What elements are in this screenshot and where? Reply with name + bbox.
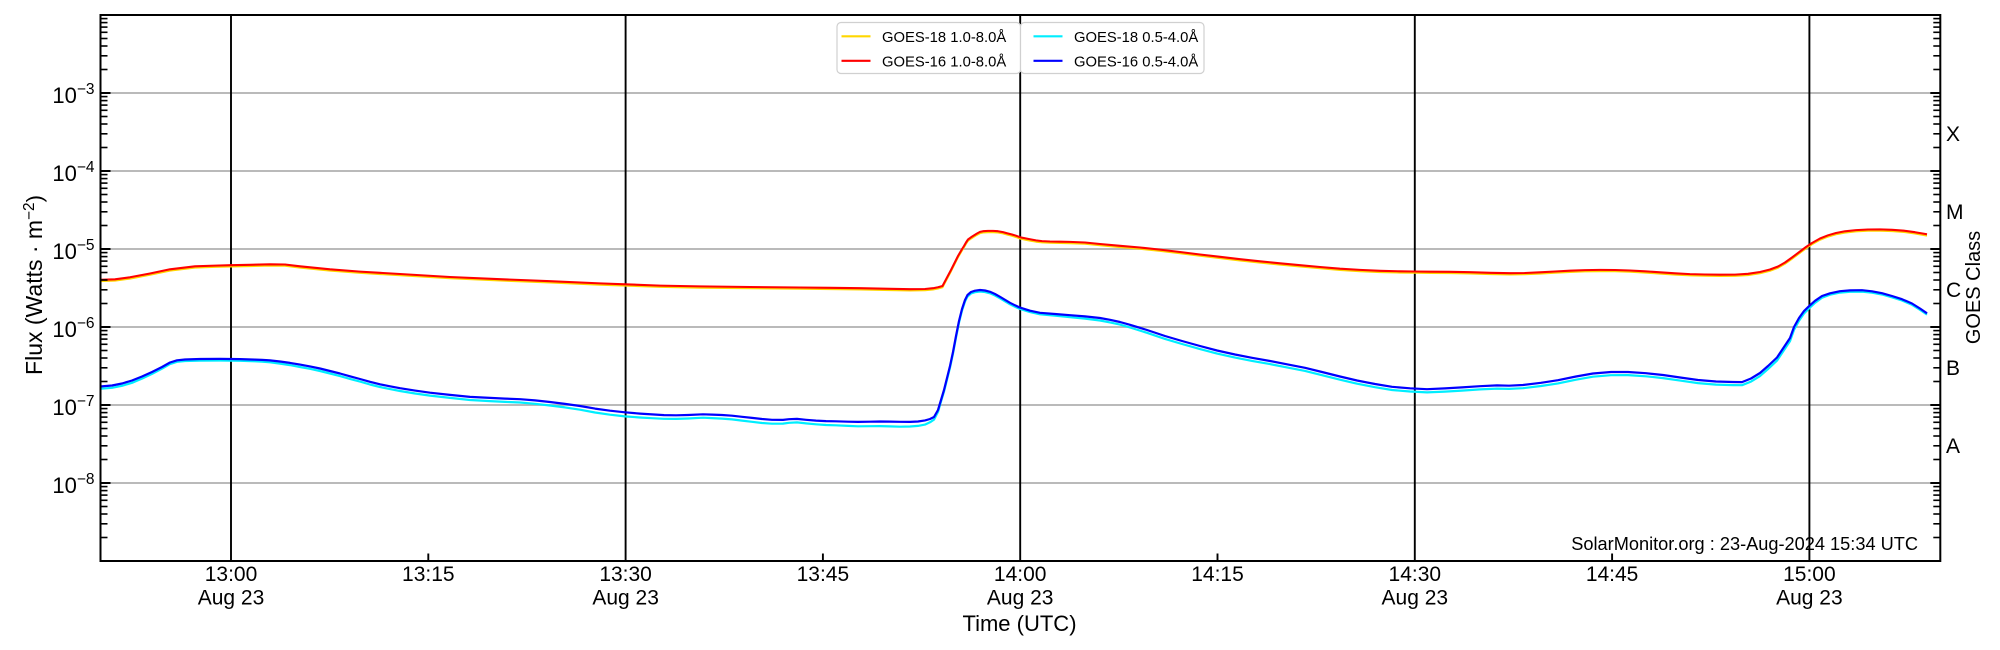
svg-text:13:45: 13:45	[797, 563, 850, 586]
svg-text:Aug 23: Aug 23	[1382, 587, 1449, 610]
svg-text:15:00: 15:00	[1783, 563, 1836, 586]
svg-text:GOES-18 0.5-4.0Å: GOES-18 0.5-4.0Å	[1074, 29, 1198, 46]
svg-text:13:00: 13:00	[205, 563, 258, 586]
svg-text:SolarMonitor.org : 23-Aug-2024: SolarMonitor.org : 23-Aug-2024 15:34 UTC	[1571, 534, 1918, 554]
svg-text:A: A	[1946, 435, 1960, 458]
svg-text:B: B	[1946, 357, 1960, 380]
svg-text:14:00: 14:00	[994, 563, 1047, 586]
svg-text:GOES Class: GOES Class	[1963, 231, 1985, 344]
svg-text:M: M	[1946, 201, 1964, 224]
svg-text:GOES-16 1.0-8.0Å: GOES-16 1.0-8.0Å	[882, 53, 1006, 70]
svg-text:GOES-18 1.0-8.0Å: GOES-18 1.0-8.0Å	[882, 29, 1006, 46]
svg-text:14:15: 14:15	[1191, 563, 1244, 586]
svg-text:Aug 23: Aug 23	[592, 587, 659, 610]
svg-text:X: X	[1946, 123, 1960, 146]
svg-text:Aug 23: Aug 23	[987, 587, 1054, 610]
svg-text:14:30: 14:30	[1389, 563, 1442, 586]
svg-text:Time (UTC): Time (UTC)	[962, 611, 1076, 636]
svg-text:13:30: 13:30	[599, 563, 652, 586]
svg-text:10−5: 10−5	[52, 237, 94, 264]
svg-text:13:15: 13:15	[402, 563, 455, 586]
svg-text:10−7: 10−7	[52, 393, 94, 420]
svg-text:C: C	[1946, 279, 1961, 302]
svg-text:Flux (Watts · m−2): Flux (Watts · m−2)	[21, 195, 47, 375]
svg-text:14:45: 14:45	[1586, 563, 1639, 586]
svg-text:GOES-16 0.5-4.0Å: GOES-16 0.5-4.0Å	[1074, 53, 1198, 70]
svg-text:Aug 23: Aug 23	[1776, 587, 1843, 610]
svg-text:Aug 23: Aug 23	[198, 587, 265, 610]
